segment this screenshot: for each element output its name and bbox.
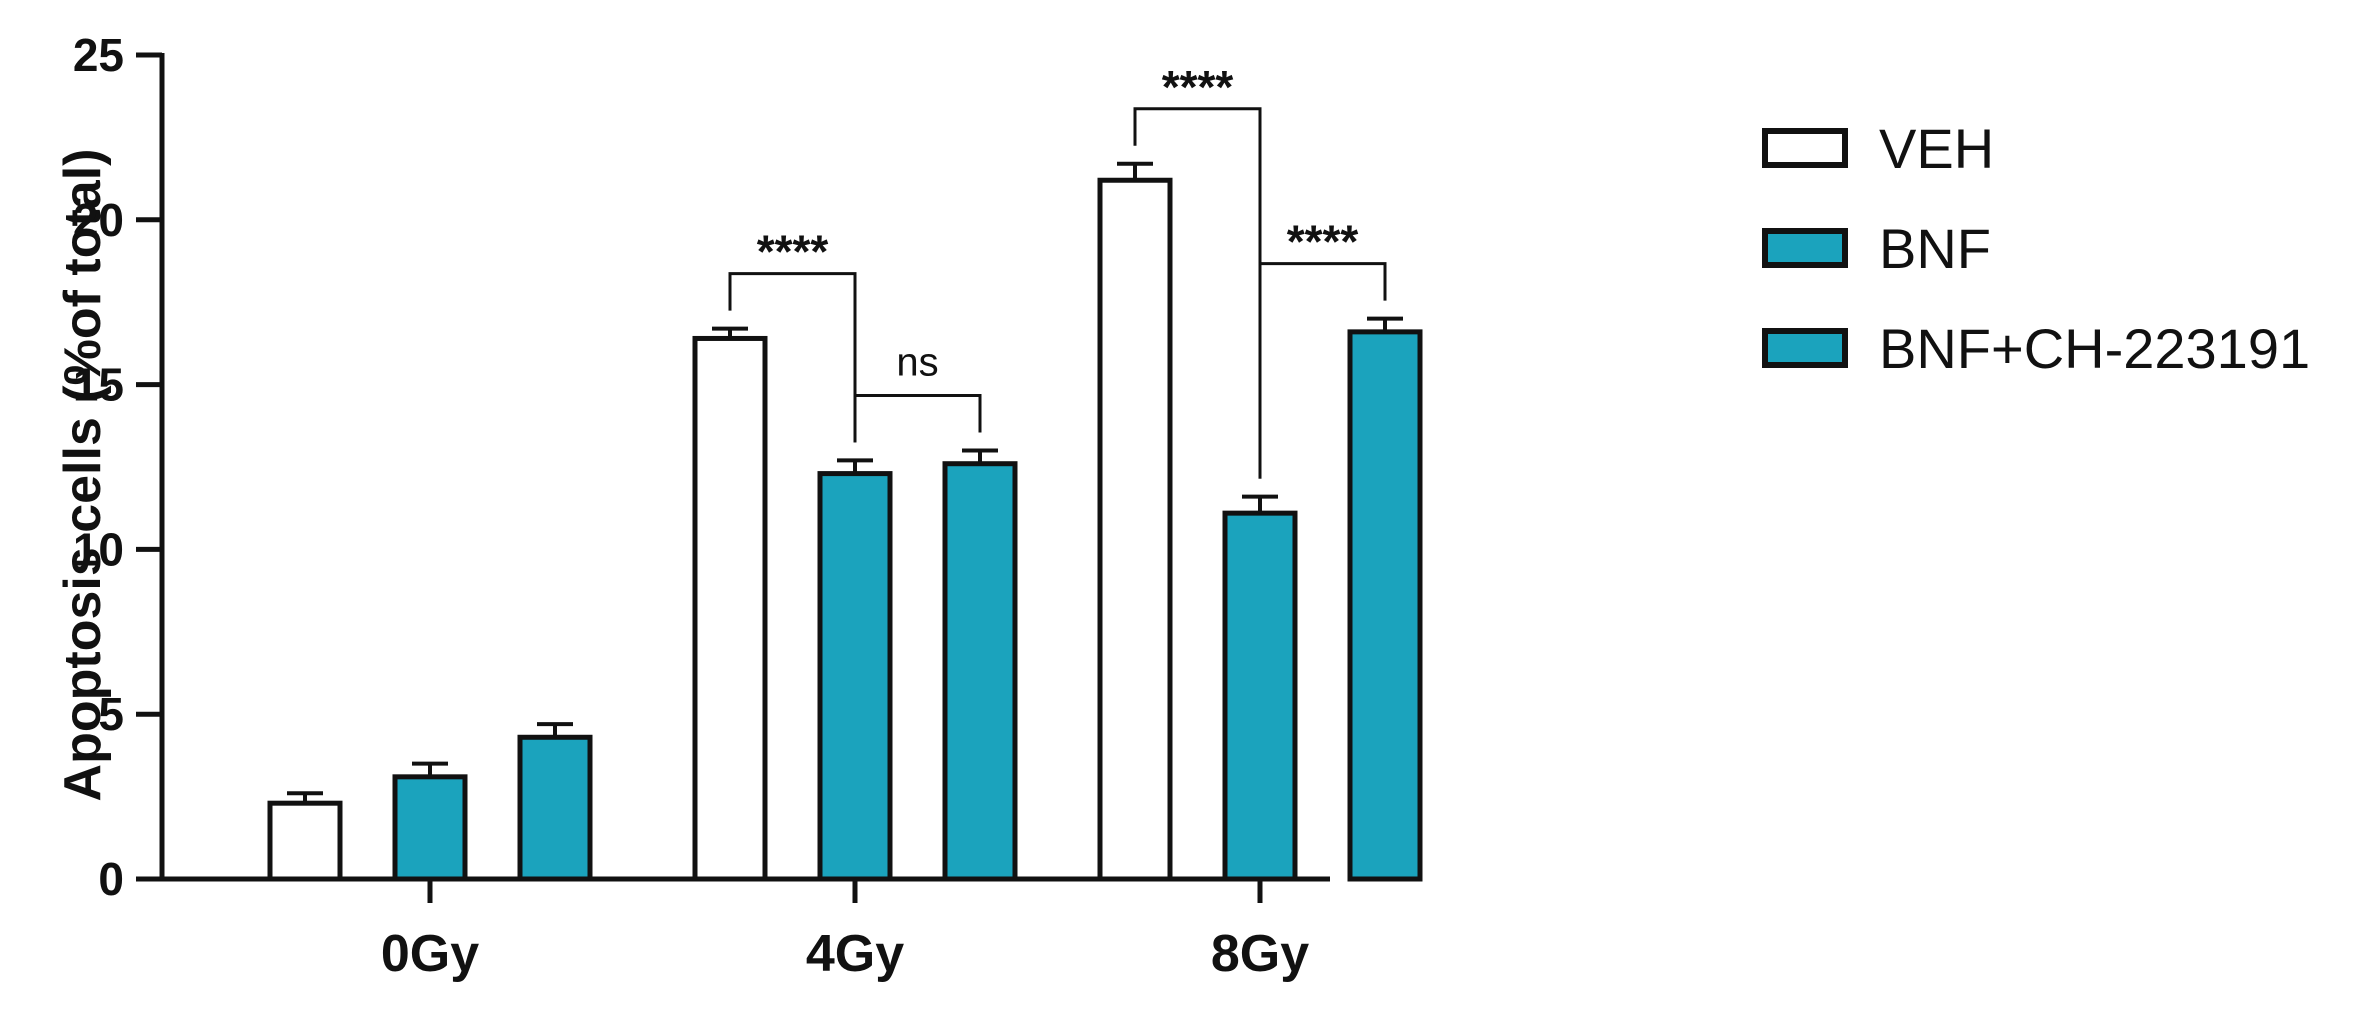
significance-label: **** xyxy=(1162,61,1234,113)
y-tick-label: 10 xyxy=(73,523,124,575)
legend-swatch xyxy=(1762,328,1848,368)
bar xyxy=(692,335,768,882)
bar xyxy=(517,734,593,882)
significance-label: **** xyxy=(1287,216,1359,268)
significance-bracket xyxy=(728,272,857,443)
legend-label: BNF xyxy=(1879,217,1991,280)
legend-swatch xyxy=(1762,228,1848,268)
x-category-label: 0Gy xyxy=(381,925,479,983)
bar xyxy=(1347,329,1423,882)
bar xyxy=(267,800,343,882)
y-tick-label: 20 xyxy=(73,194,124,246)
bar xyxy=(1222,510,1298,882)
legend: VEH BNF BNF+CH-223191 xyxy=(1762,117,2310,380)
y-tick-label: 5 xyxy=(98,688,124,740)
bar xyxy=(1097,177,1173,882)
y-tick-label: 0 xyxy=(98,853,124,905)
significance-label: **** xyxy=(757,226,829,278)
significance-label: ns xyxy=(896,341,938,385)
plot-area: 0 5 10 15 20 25 0Gy 4Gy 8Gy **** ns **** **** xyxy=(73,29,1423,983)
y-tick-label: 15 xyxy=(73,359,124,411)
x-category-label: 8Gy xyxy=(1211,925,1309,983)
y-tick-label: 25 xyxy=(73,29,124,81)
legend-swatch xyxy=(1762,128,1848,168)
x-category-label: 4Gy xyxy=(806,925,904,983)
y-axis-title: Apoptosis cells (%of total) xyxy=(54,149,112,802)
significance-bracket xyxy=(1258,262,1387,479)
significance-bracket xyxy=(853,394,982,443)
legend-label: VEH xyxy=(1879,117,1994,180)
bar xyxy=(942,461,1018,882)
bar xyxy=(392,774,468,882)
legend-label: BNF+CH-223191 xyxy=(1879,317,2310,380)
bar xyxy=(817,471,893,882)
